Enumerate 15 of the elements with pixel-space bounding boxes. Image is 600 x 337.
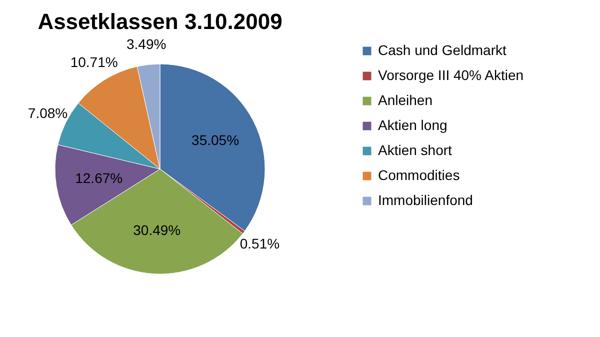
legend-label: Immobilienfond xyxy=(378,192,473,208)
data-label: 3.49% xyxy=(126,36,166,52)
data-label: 7.08% xyxy=(28,104,68,121)
legend-label: Cash und Geldmarkt xyxy=(378,42,507,58)
data-label: 12.67% xyxy=(75,170,123,186)
legend-label: Anleihen xyxy=(378,92,432,108)
data-label: 30.49% xyxy=(133,222,181,238)
legend-label: Aktien long xyxy=(378,117,448,133)
legend-label: Aktien short xyxy=(378,142,452,158)
data-label: 0.51% xyxy=(240,235,280,252)
legend-label: Commodities xyxy=(378,167,460,183)
data-label: 35.05% xyxy=(192,132,240,148)
chart-title: Assetklassen 3.10.2009 xyxy=(38,8,282,34)
data-label: 10.71% xyxy=(70,54,118,70)
legend-label: Vorsorge III 40% Aktien xyxy=(378,67,524,83)
